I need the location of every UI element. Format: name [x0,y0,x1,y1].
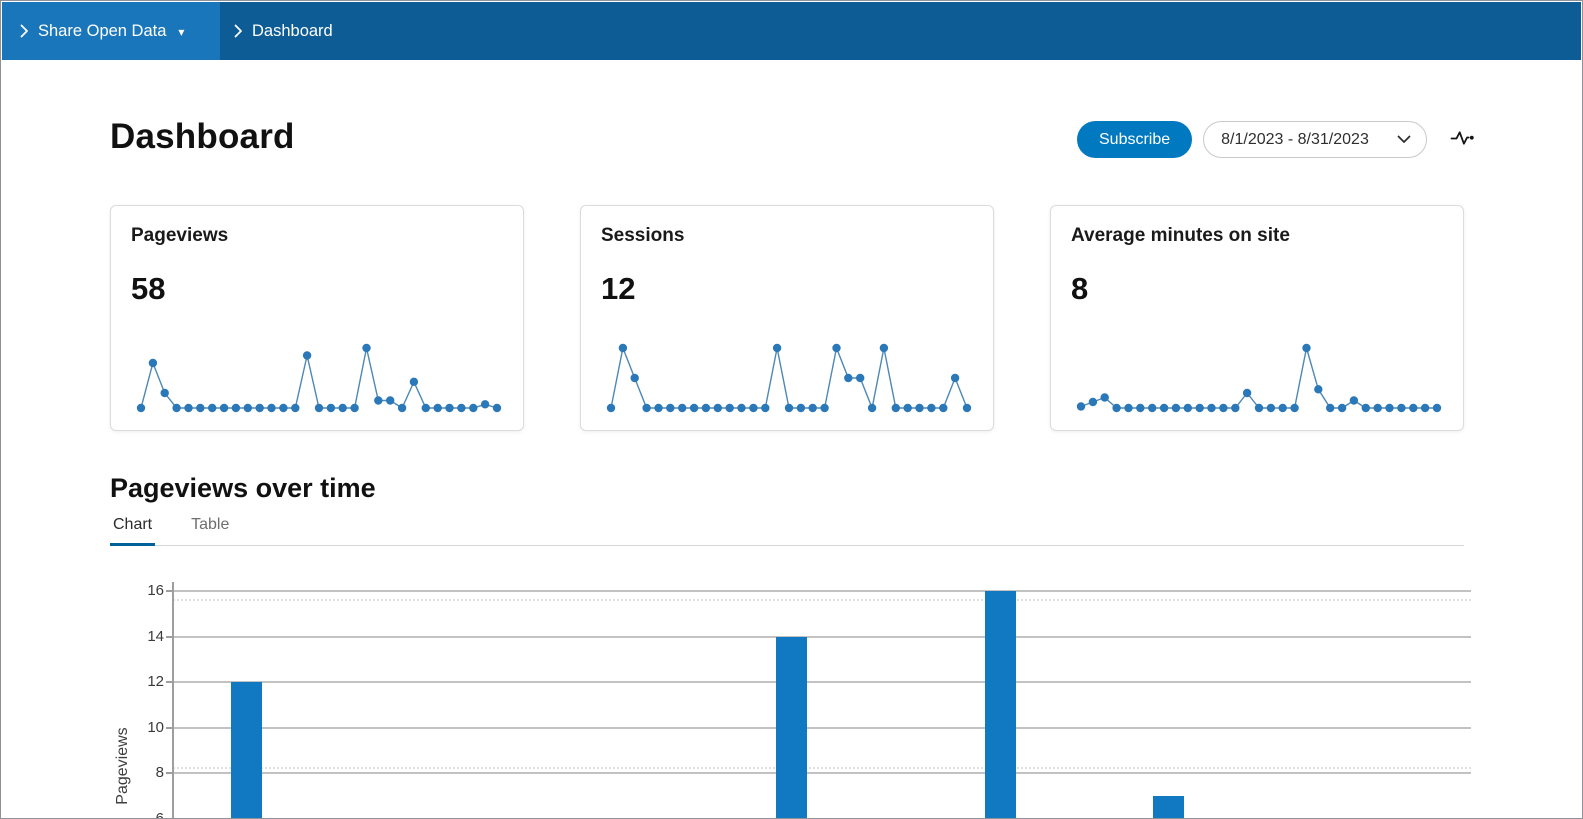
pageviews-bar-day-15 [775,636,807,818]
top-nav-bar: Share Open Data ▾ Dashboard [2,2,1581,60]
gridline [173,817,1471,818]
y-tick-label: 12 [147,673,164,690]
breadcrumb-dashboard[interactable]: Dashboard [220,2,351,60]
tab-chart[interactable]: Chart [110,516,156,546]
y-tick-mark [166,635,173,638]
pageviews-bar-day-24 [1152,795,1184,818]
stat-card-value: 58 [131,271,166,306]
site-menu[interactable]: Share Open Data ▾ [2,2,220,60]
stat-cards-row: Pageviews 58 Sessions 12 Average minutes… [110,205,1464,431]
minor-gridline [173,599,1471,601]
caret-down-icon: ▾ [178,25,185,39]
y-tick-label: 8 [155,764,164,781]
y-tick-mark [166,817,173,818]
sessions-sparkline [606,343,972,413]
y-tick-label: 10 [147,718,164,736]
minor-gridline [173,767,1471,769]
stat-card-value: 8 [1071,271,1089,306]
pageviews-bar-day-2 [230,682,262,818]
tab-table[interactable]: Table [191,516,230,533]
stat-card-avg-minutes: Average minutes on site 8 [1050,205,1464,431]
stat-card-title: Average minutes on site [1071,225,1290,246]
y-axis-line [172,582,174,818]
stat-card-sessions: Sessions 12 [580,205,994,431]
pageviews-chart: Pageviews 16 14 12 10 8 6 [110,561,1475,819]
gridline [173,635,1471,638]
chart-table-tabs: Chart Table [110,516,1464,546]
section-title: Pageviews over time [110,473,376,503]
page-title: Dashboard [110,117,295,156]
pulse-icon [1450,128,1475,151]
chevron-right-icon [20,24,29,38]
date-range-value: 8/1/2023 - 8/31/2023 [1221,130,1369,148]
header-actions: Subscribe 8/1/2023 - 8/31/2023 [1077,121,1475,158]
y-tick-label: 16 [147,582,164,599]
y-tick-mark [166,681,173,683]
pageviews-sparkline [136,343,502,413]
y-tick-label: 6 [155,809,164,819]
gridline [173,590,1471,592]
subscribe-button[interactable]: Subscribe [1077,121,1193,158]
stat-card-value: 12 [601,271,636,306]
date-range-dropdown[interactable]: 8/1/2023 - 8/31/2023 [1203,121,1428,158]
stat-card-pageviews: Pageviews 58 [110,205,524,431]
activity-pulse-button[interactable] [1450,128,1475,151]
pageviews-bar-day-20 [985,591,1016,818]
stat-card-title: Pageviews [131,225,229,246]
chevron-right-icon [234,24,243,38]
breadcrumb-label: Dashboard [252,21,333,40]
gridline [173,726,1471,729]
avg-minutes-sparkline [1076,343,1442,413]
gridline [173,681,1471,683]
site-menu-label: Share Open Data [38,21,167,40]
y-tick-mark [166,772,173,774]
chevron-down-icon [1397,131,1411,149]
gridline [173,772,1471,774]
y-tick-label: 14 [147,627,164,645]
stat-card-title: Sessions [601,225,685,246]
y-tick-mark [166,590,173,592]
y-tick-mark [166,726,173,729]
